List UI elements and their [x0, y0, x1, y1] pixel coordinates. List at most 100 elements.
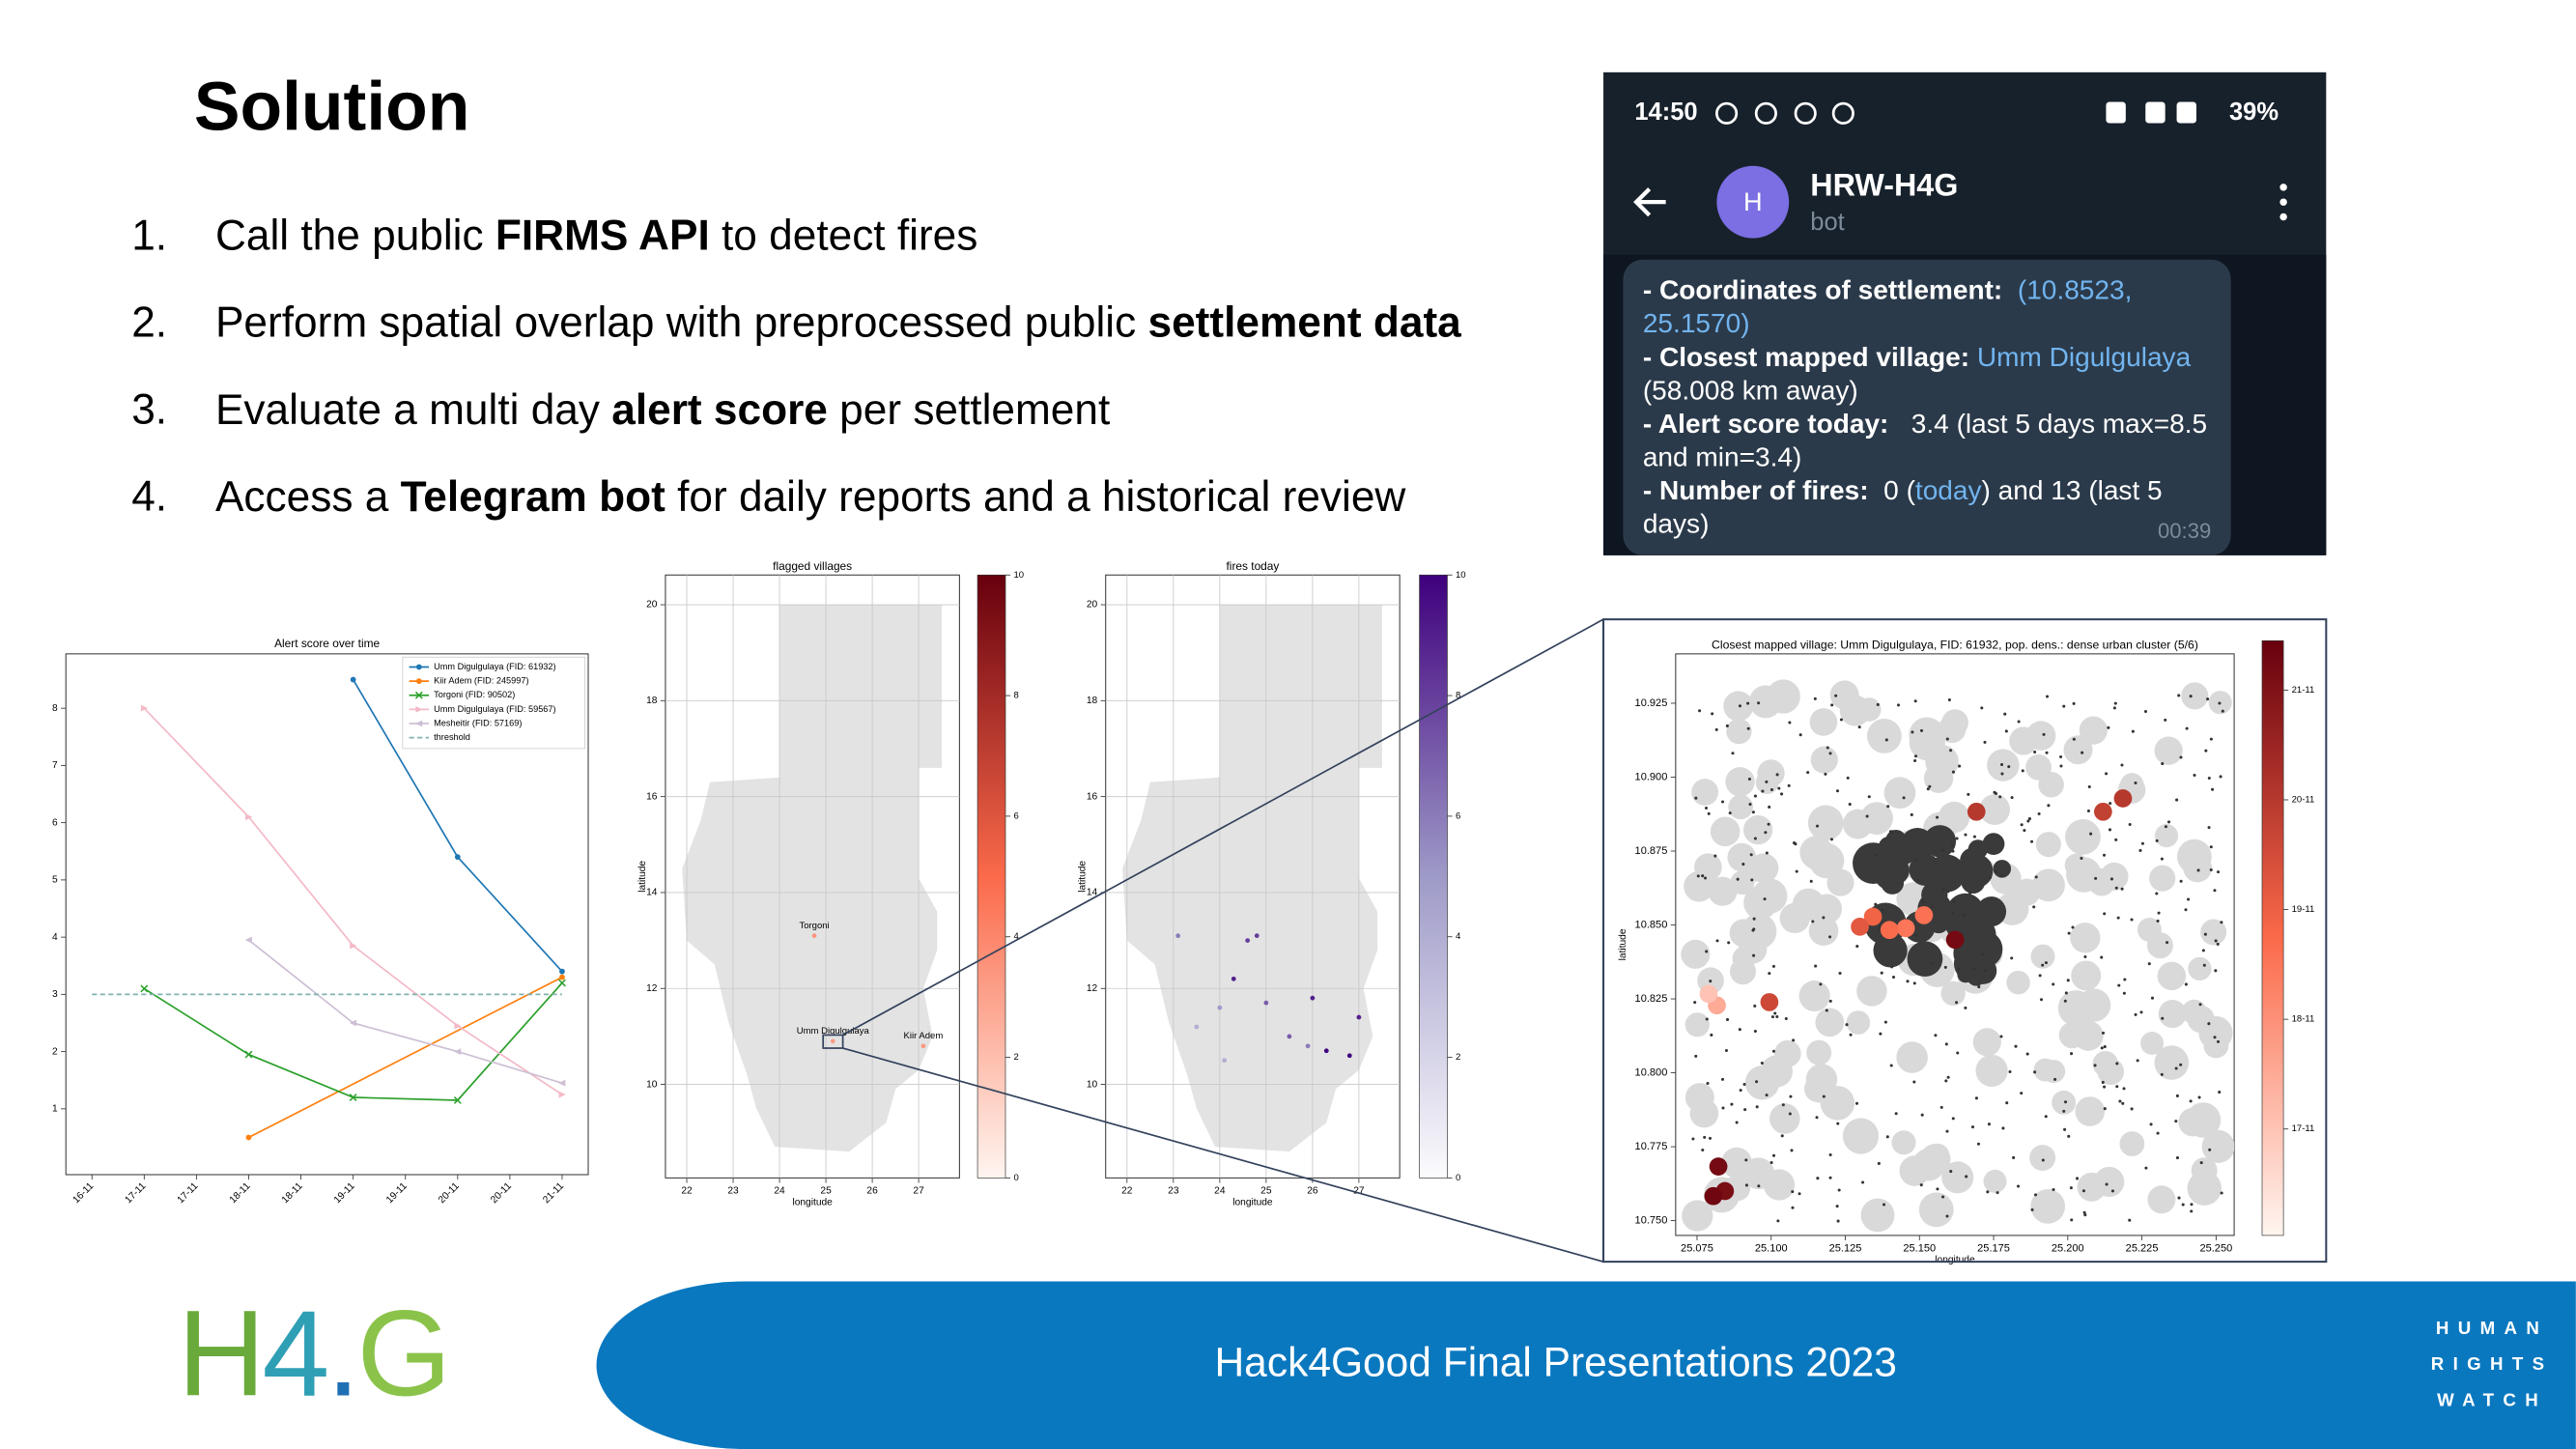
x-tick-label: 17-11 [176, 1180, 201, 1206]
x-tick-label: 16-11 [71, 1180, 97, 1206]
building [1775, 1014, 1779, 1019]
list-segment: Perform spatial overlap with preprocesse… [215, 298, 1148, 346]
message-segment: ) and 13 (last 5 [1982, 475, 2163, 505]
y-tick-label: 14 [1087, 888, 1098, 898]
settlement-area [2147, 1185, 2176, 1214]
message-segment: - Closest mapped village: [1643, 342, 1977, 372]
building [2102, 853, 2107, 857]
building [1741, 863, 1745, 867]
slide-title: Solution [194, 69, 470, 146]
colorbar-tick-label: 6 [1013, 810, 1018, 821]
building [2155, 892, 2159, 895]
building [1755, 1080, 1759, 1084]
building [1874, 902, 1878, 906]
building [2008, 1069, 2012, 1074]
building [1711, 712, 1714, 716]
chart-title: flagged villages [773, 559, 852, 573]
building [1974, 1096, 1978, 1100]
building [1696, 874, 1700, 878]
building [1738, 704, 1742, 708]
building [1861, 1180, 1865, 1184]
settlement-area [1983, 1169, 2007, 1193]
building [1735, 1121, 1739, 1124]
building [1936, 815, 1939, 819]
list-segment: Telegram bot [401, 473, 666, 521]
building [1806, 771, 1810, 775]
settlement-area [2077, 988, 2111, 1022]
x-tick-label: 25 [820, 1186, 832, 1197]
building [1788, 721, 1792, 724]
building [2157, 911, 2161, 915]
point [244, 1050, 253, 1059]
building [2105, 1182, 2109, 1186]
building [1816, 824, 1820, 828]
building [1943, 965, 1947, 969]
building [2184, 908, 2188, 912]
building [1789, 1094, 1793, 1098]
building [1891, 830, 1895, 834]
building [2041, 963, 2045, 967]
building [1986, 1190, 1990, 1194]
urban-area [1853, 842, 1894, 885]
message-segment: (58.008 km away) [1643, 376, 1858, 406]
building [2017, 720, 2021, 724]
settlement-area [1856, 697, 1882, 722]
building [1725, 1017, 1730, 1021]
building [1889, 1064, 1893, 1067]
building [1811, 920, 1815, 923]
settlement-area [2203, 1033, 2229, 1059]
building [1849, 1033, 1853, 1037]
point [558, 1091, 566, 1098]
x-tick-label: 24 [774, 1186, 785, 1197]
y-tick-label: 2 [52, 1046, 58, 1057]
building [1825, 1009, 1828, 1012]
settlement-area [2033, 1058, 2057, 1082]
y-tick-label: 10.900 [1635, 771, 1668, 782]
x-axis-label: longitude [1232, 1198, 1273, 1208]
building [2128, 1218, 2132, 1222]
y-axis-label: latitude [637, 861, 648, 893]
building [2059, 754, 2063, 759]
list-number: 1. [131, 212, 167, 259]
fire-point [1851, 918, 1869, 936]
building [1704, 876, 1708, 880]
legend-label: Umm Digulgulaya (FID: 59567) [434, 704, 555, 714]
chart-title: Closest mapped village: Umm Digulgulaya,… [1712, 639, 2198, 652]
building [2198, 1003, 2202, 1007]
settlement-area [1899, 1155, 1931, 1186]
building [1983, 740, 1987, 744]
building [2143, 710, 2148, 714]
settlement-area [1815, 1008, 1845, 1037]
building [2213, 889, 2217, 893]
settlement-area [1800, 891, 1825, 915]
building [1946, 1075, 1950, 1079]
building [2007, 765, 2011, 769]
settlement-area [1728, 794, 1753, 820]
colorbar-tick-label: 10 [1456, 570, 1466, 581]
x-tick-label: 25.250 [2199, 1242, 2232, 1254]
point [558, 979, 566, 987]
building [2105, 772, 2109, 776]
list-segment: per settlement [828, 386, 1110, 434]
building [2089, 832, 2093, 836]
building [1834, 694, 1838, 697]
building [2184, 982, 2188, 986]
settlement-area [2006, 970, 2030, 995]
settlement-area [1842, 809, 1873, 839]
building [2039, 998, 2044, 1002]
building [2000, 772, 2004, 776]
building [2103, 912, 2107, 916]
fire-point [1287, 1034, 1292, 1039]
building [2206, 697, 2210, 701]
settlement-area [2181, 999, 2207, 1025]
building [1951, 770, 1956, 774]
fire-point [1356, 1014, 1362, 1020]
settlement-area [1708, 876, 1738, 906]
building [2175, 1094, 2179, 1097]
colorbar-tick-label: 0 [1013, 1173, 1018, 1183]
point [245, 1134, 252, 1141]
settlement-area [2065, 818, 2101, 855]
building [1698, 709, 1702, 713]
settlement-area [2052, 1090, 2077, 1115]
point [245, 813, 253, 821]
